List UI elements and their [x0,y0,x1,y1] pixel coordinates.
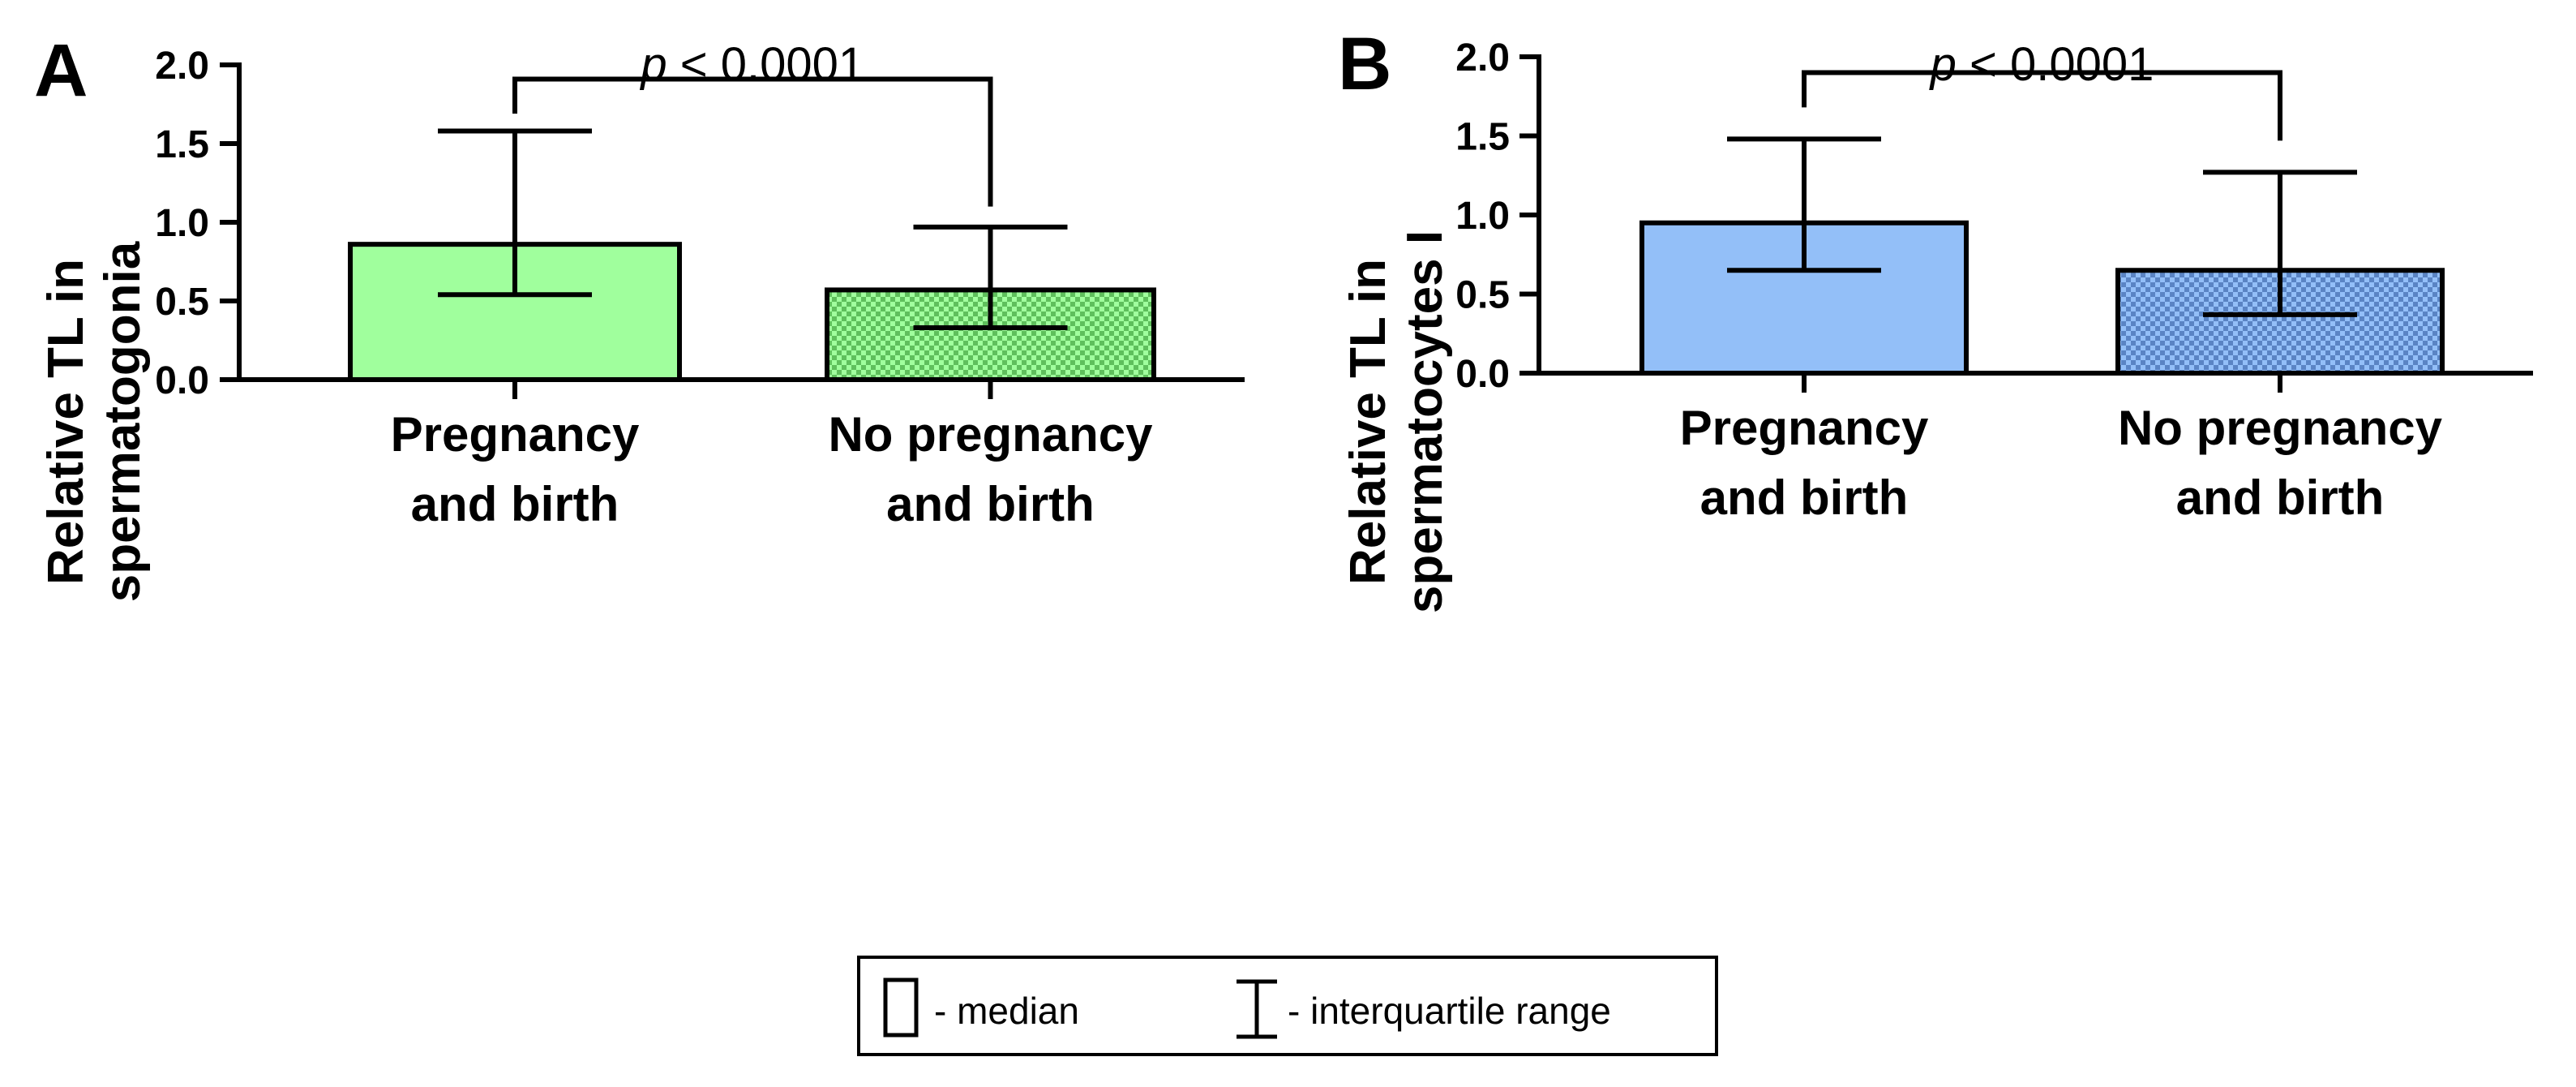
y-tick-label-a-0: 0.0 [155,359,209,402]
y-tick-label-b-0: 0.0 [1455,353,1510,396]
y-tick-label-a-3: 1.5 [155,123,209,166]
x-tick-label-a-2-line1: No pregnancy [828,407,1153,462]
panel-b: B Relative TL in spermatocytes I 0.0 0.5 1… [1338,23,2533,613]
p-value-text-a: < 0.0001 [667,38,865,91]
y-axis-label-b-line1: Relative TL in [1340,259,1396,585]
panel-label-a: A [34,29,88,112]
x-tick-label-a-2-line2: and birth [886,477,1095,531]
p-value-symbol-b: p [1929,38,1957,91]
y-tick-label-a-1: 0.5 [155,281,209,324]
y-tick-label-b-2: 1.0 [1455,195,1510,238]
legend-error-swatch [1237,979,1277,1039]
legend: - median - interquartile range [857,956,1718,1056]
y-axis-label-b-line2: spermatocytes I [1397,230,1453,613]
y-tick-label-b-3: 1.5 [1455,116,1510,159]
y-tick-label-b-4: 2.0 [1455,37,1510,79]
error-bar-a-2 [913,224,1068,330]
legend-box [857,956,1718,1056]
panel-label-b: B [1338,23,1391,105]
p-value-a: p < 0.0001 [639,38,864,91]
legend-bar-text: - median [934,990,1079,1032]
error-bar-b-1 [1727,136,1881,273]
x-tick-label-b-1-line1: Pregnancy [1680,401,1929,455]
y-tick-label-a-2: 1.0 [155,202,209,245]
panel-a: A Relative TL in spermatogonia 0.0 0.5 1.0… [34,29,1245,602]
p-value-b: p < 0.0001 [1929,38,2154,91]
x-tick-label-b-2-line2: and birth [2176,470,2385,525]
x-tick-label-a-1-line2: and birth [411,477,619,531]
y-axis-label-a-line1: Relative TL in [38,259,94,585]
y-tick-label-a-4: 2.0 [155,45,209,88]
significance-bracket-b [1802,70,2282,141]
x-tick-label-a-1-line1: Pregnancy [391,407,640,462]
y-tick-label-b-1: 0.5 [1455,274,1510,317]
legend-bar-swatch [883,977,919,1038]
error-bar-a-1 [438,128,592,298]
legend-error-text: - interquartile range [1288,990,1611,1032]
x-tick-label-b-2-line1: No pregnancy [2118,401,2443,455]
p-value-text-b: < 0.0001 [1957,38,2154,91]
y-axis-label-a-line2: spermatogonia [95,241,151,602]
significance-bracket-a [512,76,993,207]
p-value-symbol-a: p [639,38,667,91]
x-tick-label-b-1-line2: and birth [1700,470,1909,525]
error-bar-b-2 [2203,170,2357,317]
